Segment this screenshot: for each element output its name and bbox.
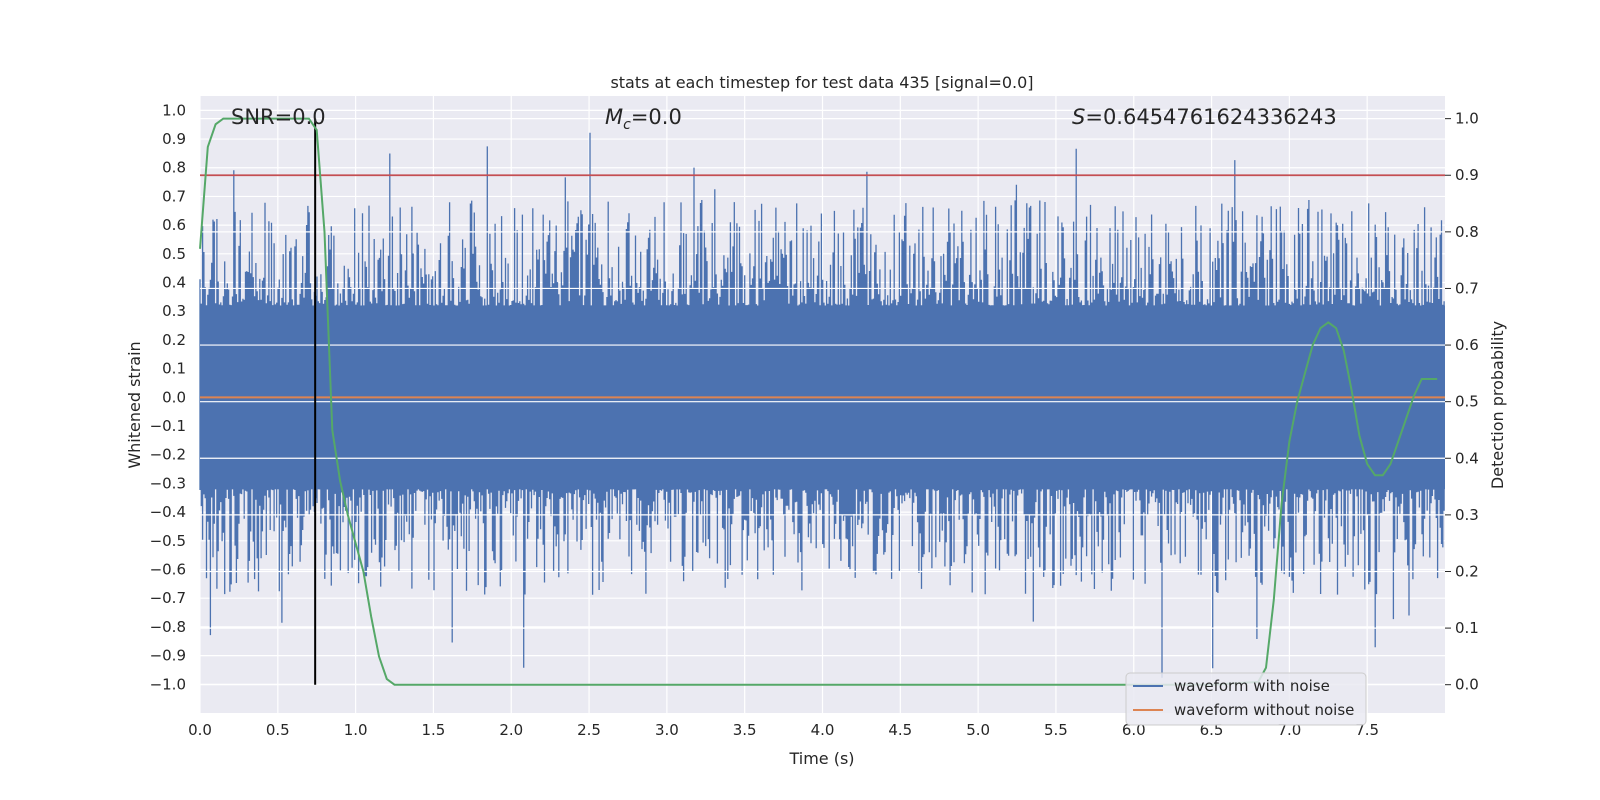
chirp-mass-annotation: Mc=0.0 [605, 105, 682, 133]
y-tick-label: 0.0 [162, 388, 186, 406]
x-tick-label: 5.0 [966, 721, 990, 739]
x-tick-label: 1.0 [344, 721, 368, 739]
y-tick-label: 0.5 [162, 245, 186, 263]
legend-box [1125, 672, 1367, 726]
score-symbol: S [1072, 105, 1085, 129]
y-tick-label: 0.4 [162, 274, 186, 292]
y2-tick-label: 0.6 [1455, 336, 1479, 354]
y-tick-label: 0.3 [162, 302, 186, 320]
y2-tick-label: 1.0 [1455, 110, 1479, 128]
y-tick-label: −0.2 [150, 446, 186, 464]
y-tick-label: −0.5 [150, 532, 186, 550]
y-axis-label: Whitened strain [125, 341, 144, 468]
y-tick-label: 0.9 [162, 130, 186, 148]
x-tick-label: 2.5 [577, 721, 601, 739]
y-tick-label: −1.0 [150, 675, 186, 693]
y2-tick-label: 0.7 [1455, 279, 1479, 297]
x-tick-label: 3.5 [733, 721, 757, 739]
snr-annotation: SNR=0.0 [231, 105, 326, 129]
chirp-mass-symbol: M [605, 105, 623, 129]
chirp-mass-subscript: c [623, 117, 631, 133]
noise-spikes [199, 132, 1445, 678]
x-tick-label: 4.0 [811, 721, 835, 739]
legend-entry-clean: waveform without noise [1174, 701, 1354, 719]
y-tick-label: −0.7 [150, 589, 186, 607]
y2-tick-label: 0.3 [1455, 506, 1479, 524]
x-tick-label: 2.0 [499, 721, 523, 739]
chart-title: stats at each timestep for test data 435… [610, 73, 1033, 92]
y2-axis-label: Detection probability [1488, 321, 1507, 489]
score-annotation: S=0.6454761624336243 [1072, 105, 1337, 129]
x-axis-label: Time (s) [788, 749, 854, 768]
y2-tick-label: 0.4 [1455, 449, 1479, 467]
x-tick-label: 0.0 [188, 721, 212, 739]
y-tick-label: −0.8 [150, 618, 186, 636]
x-tick-label: 1.5 [422, 721, 446, 739]
y2-tick-label: 0.5 [1455, 393, 1479, 411]
lines-layer [199, 117, 1445, 686]
y2-tick-label: 0.2 [1455, 562, 1479, 580]
y-tick-label: −0.9 [150, 647, 186, 665]
y2-tick-label: 0.8 [1455, 223, 1479, 241]
x-tick-label: 0.5 [266, 721, 290, 739]
y-tick-label: −0.6 [150, 561, 186, 579]
y-tick-label: 0.8 [162, 159, 186, 177]
detection-probability-line [199, 117, 1438, 686]
chirp-mass-value: =0.0 [631, 105, 682, 129]
y-tick-label: −0.1 [150, 417, 186, 435]
x-tick-label: 5.5 [1044, 721, 1068, 739]
y-tick-label: 0.7 [162, 187, 186, 205]
y-tick-label: 0.2 [162, 331, 186, 349]
x-tick-label: 3.0 [655, 721, 679, 739]
y-tick-label: 0.6 [162, 216, 186, 234]
y2-tick-label: 0.9 [1455, 166, 1479, 184]
y-tick-label: −0.3 [150, 474, 186, 492]
legend-entry-noise: waveform with noise [1174, 677, 1330, 695]
x-tick-label: 4.5 [888, 721, 912, 739]
y2-tick-label: 0.1 [1455, 619, 1479, 637]
y-tick-label: −0.4 [150, 503, 186, 521]
score-value: =0.6454761624336243 [1085, 105, 1336, 129]
y-tick-label: 1.0 [162, 101, 186, 119]
y2-tick-label: 0.0 [1455, 676, 1479, 694]
legend: waveform with noise waveform without noi… [1125, 672, 1367, 726]
y-tick-label: 0.1 [162, 360, 186, 378]
